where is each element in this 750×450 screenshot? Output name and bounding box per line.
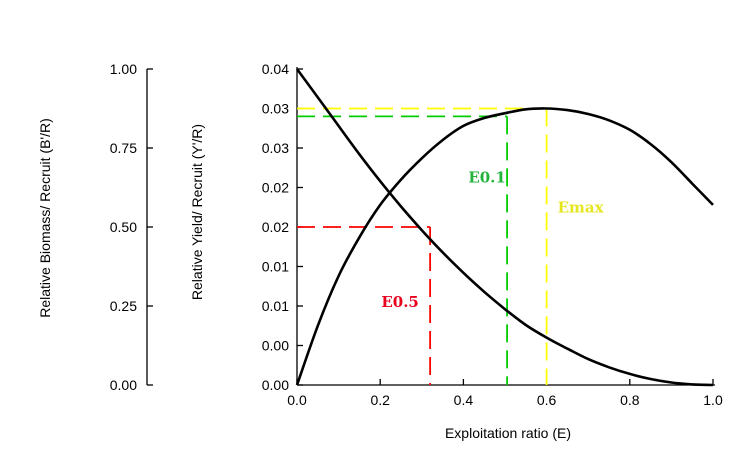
tick-group: 0.040.030.030.020.020.010.010.000.000.0 0… — [262, 61, 723, 408]
series-group — [295, 68, 714, 387]
marker-label-e0-1: E0.1 — [468, 168, 506, 186]
right-tick-label: 0.00 — [262, 338, 289, 354]
label-group: E0.5 E0.1 Emax — [381, 168, 604, 311]
yield-per-recruit-curve — [295, 107, 714, 386]
right-tick-label: 0.03 — [262, 140, 289, 156]
left-tick-label: 0.25 — [110, 298, 137, 314]
x-tick-label: 0.4 — [454, 392, 474, 408]
right-tick-label: 0.01 — [262, 298, 289, 314]
x-axis-title: Exploitation ratio (E) — [445, 425, 571, 441]
marker-label-e0-5: E0.5 — [381, 293, 419, 311]
marker-label-emax: Emax — [558, 199, 605, 217]
right-tick-label: 0.00 — [262, 377, 289, 393]
x-tick-label: 0.8 — [620, 392, 640, 408]
right-tick-label: 0.04 — [262, 61, 289, 77]
x-tick-label: 0.0 — [287, 392, 307, 408]
right-tick-label: 0.02 — [262, 180, 289, 196]
left-y-axis-title: Relative Biomass/ Recruit (B'/R) — [37, 118, 53, 318]
left-tick-label: 1.00 — [110, 61, 137, 77]
reference-markers — [297, 107, 548, 385]
x-tick-label: 0.6 — [537, 392, 557, 408]
right-y-axis-title: Relative Yield/ Recruit (Y'/R) — [189, 124, 205, 300]
left-y-axis: 0.00 0.25 0.50 0.75 1.00 — [110, 61, 153, 393]
right-tick-label: 0.02 — [262, 219, 289, 235]
x-tick-label: 0.2 — [370, 392, 390, 408]
plot-frame — [296, 67, 715, 386]
biomass-per-recruit-curve — [295, 68, 714, 387]
right-tick-label: 0.03 — [262, 101, 289, 117]
left-tick-label: 0.50 — [110, 219, 137, 235]
left-tick-label: 0.00 — [110, 377, 137, 393]
right-tick-label: 0.01 — [262, 259, 289, 275]
left-tick-label: 0.75 — [110, 140, 137, 156]
x-tick-label: 1.0 — [703, 392, 723, 408]
